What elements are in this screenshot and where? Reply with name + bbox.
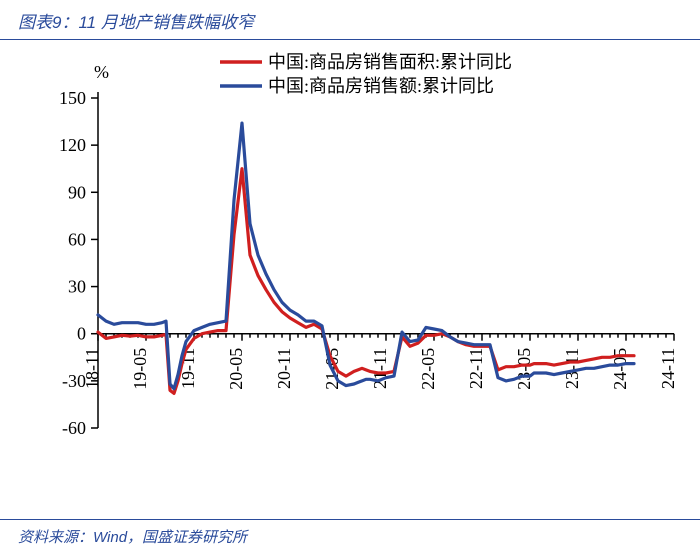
svg-text:20-11: 20-11 — [274, 348, 294, 389]
svg-text:0: 0 — [77, 324, 86, 344]
svg-text:18-11: 18-11 — [82, 348, 102, 389]
svg-text:%: % — [94, 62, 109, 82]
svg-text:中国:商品房销售额:累计同比: 中国:商品房销售额:累计同比 — [268, 76, 494, 96]
svg-text:150: 150 — [59, 88, 86, 108]
svg-text:24-05: 24-05 — [610, 348, 630, 390]
svg-text:120: 120 — [59, 135, 86, 155]
svg-text:23-05: 23-05 — [514, 348, 534, 390]
svg-text:中国:商品房销售面积:累计同比: 中国:商品房销售面积:累计同比 — [268, 52, 512, 72]
chart-source: 资料来源：Wind，国盛证券研究所 — [0, 519, 700, 553]
svg-text:30: 30 — [68, 277, 86, 297]
svg-text:21-11: 21-11 — [370, 348, 390, 389]
svg-text:90: 90 — [68, 182, 86, 202]
svg-text:20-05: 20-05 — [226, 348, 246, 390]
chart-title: 图表9：11 月地产销售跌幅收窄 — [0, 0, 700, 40]
svg-text:22-05: 22-05 — [418, 348, 438, 390]
svg-text:22-11: 22-11 — [466, 348, 486, 389]
chart-area: %-60-30030609012015018-1119-0519-1120-05… — [10, 44, 690, 514]
svg-text:19-05: 19-05 — [130, 348, 150, 390]
svg-text:24-11: 24-11 — [658, 348, 678, 389]
svg-text:60: 60 — [68, 229, 86, 249]
svg-text:-60: -60 — [62, 418, 86, 438]
